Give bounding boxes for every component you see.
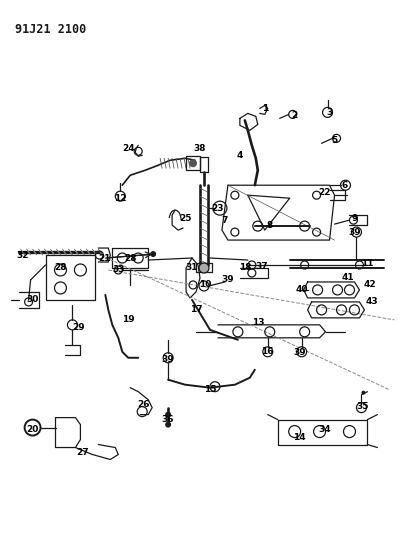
Text: 24: 24 [122,144,134,153]
Text: 9: 9 [350,214,357,223]
Text: 25: 25 [178,214,191,223]
Text: 37: 37 [255,262,267,271]
Text: 34: 34 [318,425,330,434]
Text: 6: 6 [340,181,347,190]
Text: 18: 18 [238,263,251,272]
Text: 40: 40 [295,286,307,294]
Text: 41: 41 [340,273,353,282]
Circle shape [165,411,171,417]
Text: 10: 10 [198,280,211,289]
Text: 38: 38 [193,144,206,153]
Text: 36: 36 [162,415,174,424]
Text: 27: 27 [76,448,89,457]
Text: 7: 7 [221,216,227,224]
Text: 28: 28 [54,263,67,272]
Text: 39: 39 [347,228,360,237]
Text: 32: 32 [16,251,29,260]
Text: 11: 11 [360,259,373,268]
Text: 14: 14 [293,433,305,442]
Circle shape [165,422,171,427]
Text: 4: 4 [236,151,243,160]
Text: 13: 13 [251,318,263,327]
Text: 39: 39 [161,356,174,364]
Text: 35: 35 [355,402,368,411]
Text: 33: 33 [112,265,124,274]
Text: 17: 17 [189,305,202,314]
Text: 30: 30 [26,295,38,304]
Text: 28: 28 [124,254,136,263]
Text: 12: 12 [114,193,126,203]
Text: 29: 29 [72,324,85,333]
Text: 39: 39 [293,348,305,357]
Text: 8: 8 [266,221,272,230]
Text: 20: 20 [26,425,38,434]
Circle shape [198,263,209,273]
Circle shape [188,159,196,167]
Text: 91J21 2100: 91J21 2100 [14,22,86,36]
Text: 43: 43 [364,297,377,306]
Text: 31: 31 [185,263,198,272]
Text: 42: 42 [362,280,375,289]
Text: 39: 39 [221,276,234,285]
Text: 3: 3 [326,108,332,117]
Circle shape [360,391,365,394]
Text: 16: 16 [261,348,273,356]
Text: 15: 15 [203,385,216,394]
Text: 26: 26 [137,400,149,409]
Text: 21: 21 [98,254,110,263]
Text: 22: 22 [318,188,330,197]
Circle shape [150,251,156,257]
Text: 2: 2 [291,111,297,120]
Text: 1: 1 [261,104,267,113]
Text: 19: 19 [122,316,134,325]
Text: 23: 23 [211,204,224,213]
Text: 5: 5 [330,136,337,145]
